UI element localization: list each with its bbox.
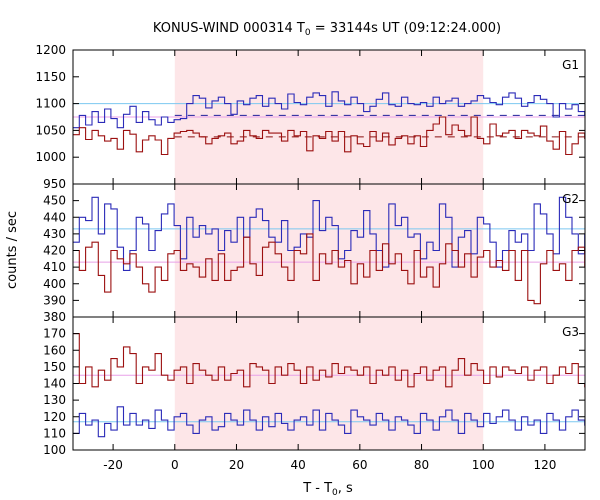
x-tick-label: 60	[352, 458, 367, 472]
y-tick-label: 430	[43, 227, 66, 241]
x-tick-label: 80	[414, 458, 429, 472]
x-tick-label: 0	[171, 458, 179, 472]
panel-label-g3: G3	[562, 325, 579, 339]
series-blue-g1	[73, 91, 586, 129]
y-tick-label: 150	[43, 360, 66, 374]
y-tick-label: 110	[43, 426, 66, 440]
x-axis-label-rest: , s	[338, 481, 353, 496]
chart-title-main: KONUS-WIND 000314 T	[153, 21, 305, 36]
y-tick-label: 1100	[35, 97, 66, 111]
panel-g3: 100 110 120 130 140 150 160 170 G3	[43, 316, 586, 457]
panel-g2: 380 390 400 410 420 430 440 450 G2	[43, 183, 586, 324]
y-tick-label: 390	[43, 293, 66, 307]
series-blue-g3	[73, 406, 586, 438]
y-tick-label: 1050	[35, 123, 66, 137]
y-tick-label: 1200	[35, 43, 66, 57]
y-tick-label: 100	[43, 443, 66, 457]
x-axis-label-main: T - T	[302, 481, 332, 496]
panel-g1: 950 1000 1050 1100 1150 1200 G1	[35, 43, 586, 191]
series-red-g1	[73, 116, 586, 156]
chart-title: KONUS-WIND 000314 T0 = 33144s UT (09:12:…	[153, 21, 501, 38]
y-tick-label: 140	[43, 377, 66, 391]
y-tick-label: 120	[43, 410, 66, 424]
y-tick-label: 400	[43, 277, 66, 291]
plot-root: 95010001050110011501200G1380390400410420…	[35, 43, 586, 472]
x-tick-label: 120	[533, 458, 556, 472]
y-tick-label: 410	[43, 260, 66, 274]
y-tick-label: 170	[43, 327, 66, 341]
y-tick-label: 130	[43, 393, 66, 407]
y-tick-label: 420	[43, 244, 66, 258]
x-tick-label: 40	[291, 458, 306, 472]
series-blue-g2	[73, 196, 586, 271]
shaded-interval	[174, 317, 484, 450]
series-red-g3	[73, 333, 586, 388]
y-tick-label: 440	[43, 210, 66, 224]
y-tick-label: 160	[43, 343, 66, 357]
x-tick-label: 100	[472, 458, 495, 472]
shaded-interval	[174, 184, 484, 317]
panel-label-g2: G2	[562, 192, 579, 206]
y-tick-label: 380	[43, 310, 66, 324]
x-tick-label: -20	[103, 458, 123, 472]
chart-title-rest: = 33144s UT (09:12:24.000)	[311, 21, 501, 36]
x-tick-label: 20	[229, 458, 244, 472]
y-axis-label: counts / sec	[5, 211, 20, 289]
chart-title-subscript: 0	[305, 28, 311, 38]
x-axis-label-subscript: 0	[332, 488, 338, 498]
y-tick-label: 1000	[35, 150, 66, 164]
series-red-g2	[73, 233, 586, 305]
panel-label-g1: G1	[562, 58, 579, 72]
y-tick-label: 1150	[35, 70, 66, 84]
x-axis-label: T - T0, s	[302, 481, 353, 498]
y-tick-label: 450	[43, 194, 66, 208]
y-tick-label: 950	[43, 177, 66, 191]
